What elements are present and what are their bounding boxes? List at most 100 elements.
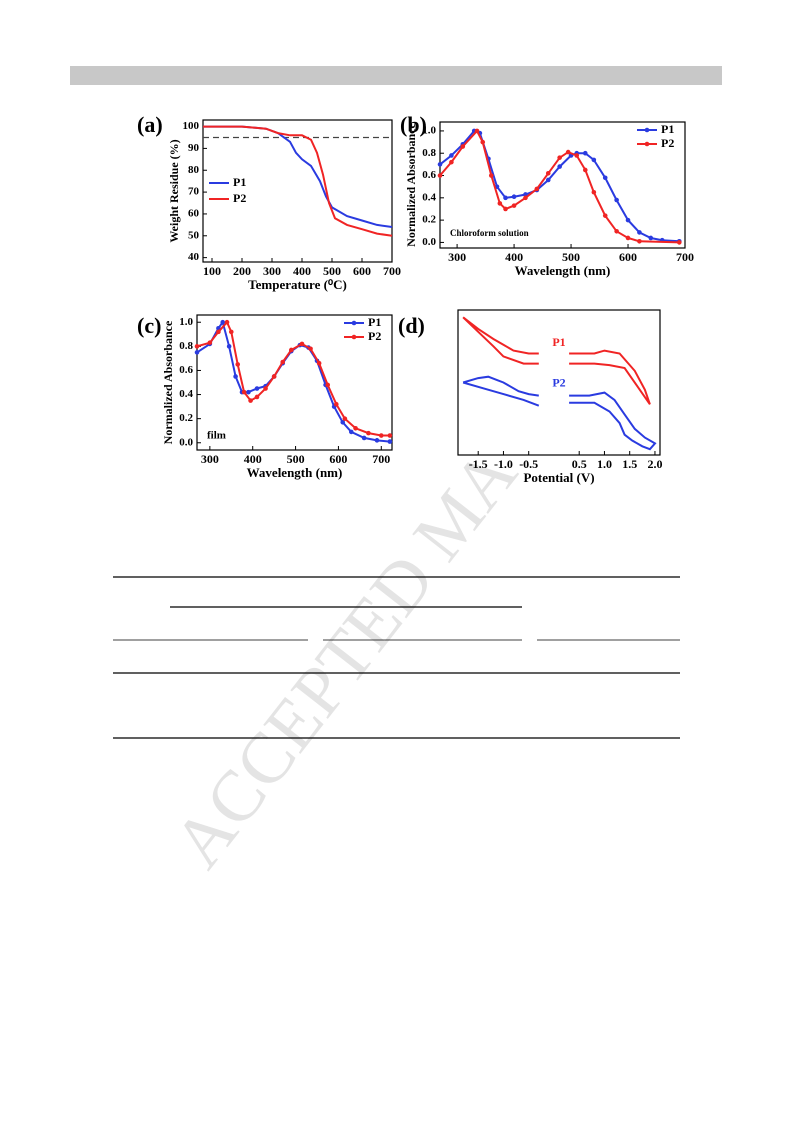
y-tick-label: 0.8	[179, 340, 193, 352]
point	[437, 162, 443, 167]
legend-label: P1	[661, 122, 674, 136]
x-tick-label: 700	[372, 452, 390, 466]
y-tick-label: 0.8	[422, 147, 436, 159]
point	[534, 186, 540, 192]
y-tick-label: 0.4	[422, 191, 436, 203]
point	[387, 439, 393, 444]
x-tick-label: 1.5	[622, 457, 637, 471]
x-tick-label: 0.5	[572, 457, 587, 471]
point	[361, 435, 367, 441]
point	[614, 197, 619, 203]
point	[308, 346, 313, 352]
point	[602, 175, 608, 181]
y-axis-label: Normalized Absorbance	[161, 320, 175, 444]
point	[263, 386, 268, 391]
header-bar	[70, 66, 722, 85]
point	[353, 426, 358, 431]
y-tick-label: 0.2	[179, 412, 193, 424]
point	[437, 173, 443, 178]
panel-label: (d)	[398, 313, 425, 338]
point	[648, 235, 654, 241]
x-tick-label: 2.0	[647, 457, 662, 471]
panel-label: (a)	[137, 112, 163, 137]
x-tick-label: 500	[323, 264, 341, 278]
point	[348, 429, 354, 435]
point	[248, 398, 253, 403]
x-tick-label: 700	[676, 250, 694, 264]
x-tick-label: 1.0	[597, 457, 612, 471]
point	[602, 213, 608, 218]
point	[194, 344, 200, 349]
y-tick-label: 0.6	[422, 169, 436, 181]
x-tick-label: -1.0	[494, 457, 513, 471]
point	[325, 382, 331, 388]
plot-frame	[202, 119, 393, 263]
x-axis-label: Temperature (⁰C)	[248, 277, 347, 292]
point	[288, 347, 294, 353]
x-tick-label: 300	[263, 264, 281, 278]
point	[299, 341, 305, 347]
point	[340, 419, 346, 425]
point	[194, 350, 200, 355]
series-line	[203, 125, 393, 228]
x-tick-label: -0.5	[519, 457, 538, 471]
point	[241, 389, 247, 395]
x-tick-label: 500	[287, 452, 305, 466]
point	[366, 430, 371, 436]
x-tick-label: 600	[353, 264, 371, 278]
x-tick-label: 400	[293, 264, 311, 278]
point	[235, 362, 241, 367]
point	[637, 239, 642, 244]
panel-label: (c)	[137, 313, 161, 338]
point	[497, 201, 503, 206]
point	[582, 150, 588, 156]
point	[233, 374, 238, 379]
table-rules	[113, 576, 680, 739]
legend-marker	[644, 141, 650, 147]
series-line	[203, 125, 393, 237]
point	[374, 438, 380, 443]
annotation: Chloroform solution	[450, 228, 529, 238]
x-tick-label: 700	[383, 264, 401, 278]
point	[637, 230, 642, 235]
point	[460, 144, 466, 149]
point	[574, 153, 580, 158]
point	[511, 194, 517, 200]
point	[511, 203, 517, 208]
point	[614, 228, 619, 234]
point	[271, 374, 277, 379]
point	[449, 159, 454, 165]
point	[503, 195, 508, 201]
legend-label: P1	[233, 175, 246, 189]
y-tick-label: 0.0	[179, 436, 193, 448]
legend-label: P2	[368, 329, 381, 343]
point	[480, 139, 486, 145]
y-tick-label: 60	[188, 207, 200, 219]
point	[503, 206, 508, 212]
x-tick-label: 600	[619, 250, 637, 264]
series-line	[439, 129, 680, 243]
point	[591, 189, 597, 195]
point	[488, 173, 494, 178]
point	[545, 170, 551, 176]
point	[625, 235, 631, 241]
watermark: ACCEPTED MA	[158, 434, 533, 882]
legend-marker	[351, 334, 357, 340]
legend-marker	[644, 127, 650, 133]
x-tick-label: 100	[203, 264, 221, 278]
annotation: film	[207, 430, 226, 442]
y-tick-label: 1.0	[422, 124, 436, 136]
series-line	[462, 316, 651, 405]
legend-label: P1	[368, 315, 381, 329]
x-tick-label: 500	[562, 250, 580, 264]
point	[220, 319, 226, 325]
point	[449, 153, 454, 158]
y-tick-label: 0.2	[422, 214, 436, 226]
point	[280, 359, 286, 365]
point	[677, 240, 682, 245]
point	[224, 319, 230, 325]
y-axis-label: Weight Residue (%)	[167, 139, 181, 242]
y-tick-label: 1.0	[179, 316, 193, 328]
point	[378, 433, 384, 438]
